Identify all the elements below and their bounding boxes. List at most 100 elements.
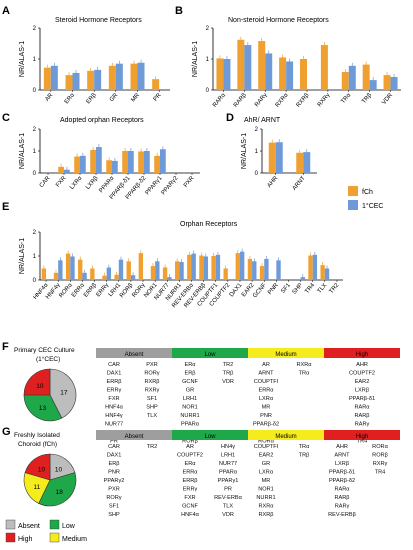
bar-c-fch [74,156,80,173]
bar-e-cec [70,256,75,280]
x-tick-label: RXRβ [296,92,311,109]
table-cell: CAR [108,362,120,368]
pie-slice-value: 17 [60,390,68,397]
x-tick-label: TRα [340,92,352,105]
table-cell: NUR77 [105,422,123,428]
table-cell: PPARγ2 [104,478,125,484]
table-cell: ERRα [182,470,198,476]
bar-b-fch [279,57,287,90]
table-cell: LXRα [259,396,274,402]
bar-e-fch [90,268,95,280]
bar-e-cec [324,268,330,280]
bar-e-fch [150,266,156,280]
table-header-label: Low [204,434,216,440]
pie-slice-value: 10 [38,467,46,474]
bar-b-cec [244,45,252,90]
table-cell: SHP [108,512,120,518]
bar-b-fch [341,72,349,90]
table-cell: RXRγ [145,388,160,394]
y-tick-label: 2 [255,127,259,133]
x-tick-label: PXR [183,175,196,189]
bar-c-cec [64,169,70,173]
table-header-bg [172,430,248,440]
table-cell: LXRβ [355,388,369,394]
y-tick-label: 1 [33,254,37,260]
table-cell: RARγ [355,422,370,428]
bar-e-fch [199,255,204,280]
table-cell: RORγ [106,495,121,501]
table-cell: RORβ [372,453,388,459]
table-cell: ERα [184,461,196,467]
x-tick-label: ERα [64,92,77,105]
x-tick-label: PNR [267,282,280,296]
panel-letter-g: G [2,426,11,438]
bar-c-cec [112,160,118,173]
x-tick-label: MR [130,92,141,104]
table-cell: SF1 [109,504,119,510]
x-tick-label: FXR [55,175,68,189]
bar-e-cec [167,277,172,280]
legend-label-fch: fCh [362,189,373,196]
x-tick-label: VDR [381,92,394,106]
table-cell: REV-ERBα [214,495,243,501]
chart-e: 012NR/ALAS-1HNF4αHNF4γRORαERRαERRβERRγLR… [19,230,343,309]
y-axis-label: NR/ALAS-1 [241,133,248,169]
table-cell: TR4 [357,439,368,445]
bar-a-fch [65,75,73,90]
bar-e-cec [82,272,87,280]
y-tick-label: 2 [33,127,37,133]
bar-b-fch [383,75,391,90]
pie-legend-swatch [5,519,16,530]
bar-a-cec [115,63,123,90]
x-tick-label: SHP [292,282,305,295]
table-cell: GR [186,388,194,394]
table-cell: FXR [184,495,195,501]
bar-d-cec [303,152,311,173]
table-cell: LXRβ [335,461,349,467]
bar-d-fch [268,142,276,173]
bar-b-fch [362,64,370,90]
bar-b-cec [390,76,398,90]
bar-d-cec [275,142,283,173]
table-cell: LRH1 [183,396,197,402]
table-cell: GCNF [182,379,198,385]
pie-slice-value: 10 [36,383,44,390]
pie-legend-label: High [18,536,33,543]
table-cell: RORβ [182,439,198,445]
bar-e-cec [155,261,160,280]
pie-slice-absent [49,368,77,419]
bar-e-cec [106,267,112,280]
table-cell: TRα [299,444,310,450]
y-tick-label: 2 [33,230,37,236]
chart-b: 0 1 2 NR/ALAS-1 RARα RARβ RARγ RXRα RXRβ RXRγ TRα T… [192,26,401,109]
bar-e-cec [276,260,281,280]
legend-swatch-cec [348,200,358,210]
table-cell: COUPTF2 [349,371,375,377]
bar-e-fch [211,256,216,280]
table-cell: COUPTFI [254,379,279,385]
y-tick-label: 1 [255,149,259,155]
y-axis-label: NR/ALAS-1 [19,238,26,274]
table-cell: ERβ [185,371,196,377]
bar-e-cec [239,251,245,280]
table-cell: MR [262,405,271,411]
x-tick-label: AR [44,92,54,103]
chart-d: 0 1 2 NR/ALAS-1 AHR ARNT [241,127,317,192]
bar-e-cec [130,275,136,280]
bar-a-cec [137,62,145,90]
x-tick-label: ERRγ [96,282,111,298]
y-axis-label: NR/ALAS-1 [19,41,26,77]
x-tick-label: LXRβ [85,175,100,191]
y-tick-label: 0 [255,171,259,177]
table-cell: LXRα [259,470,274,476]
chart-a: 0 1 2 NR/ALAS-1 AR ERα ERβ GR MR PR [19,26,170,105]
panel-b-title: Non-steroid Hormone Receptors [228,17,329,24]
table-cell: PXR [108,487,120,493]
table-cell: PPARα [181,422,200,428]
table-cell: TR2 [223,362,234,368]
table-cell: DAX1 [107,371,122,377]
table-cell: AR [186,444,194,450]
bar-b-fch [237,39,245,90]
table-cell: TLX [147,413,158,419]
